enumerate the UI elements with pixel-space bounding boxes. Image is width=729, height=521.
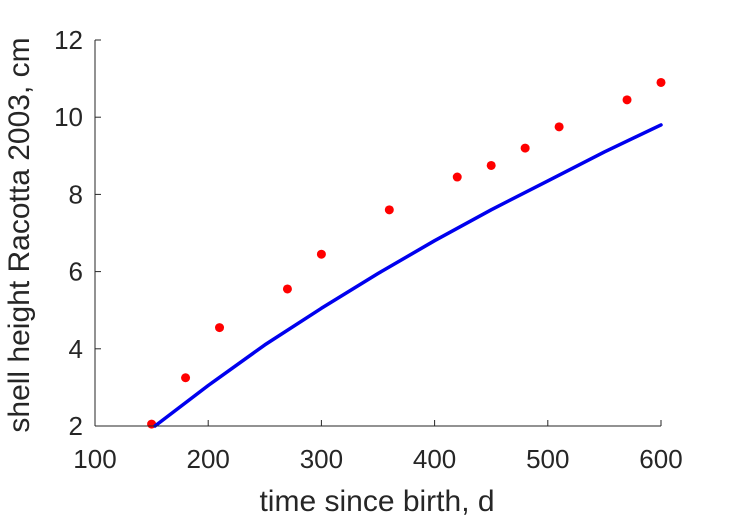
x-tick-label: 400 — [413, 444, 456, 474]
x-tick-label: 100 — [73, 444, 116, 474]
y-tick-label: 10 — [54, 102, 83, 132]
data-point — [282, 284, 292, 294]
data-point — [486, 160, 496, 170]
data-point — [656, 77, 666, 87]
y-tick-label: 8 — [69, 179, 83, 209]
x-tick-label: 600 — [639, 444, 682, 474]
data-point — [452, 172, 462, 182]
x-tick-label: 300 — [300, 444, 343, 474]
data-point — [316, 249, 326, 259]
x-axis-label: time since birth, d — [259, 485, 494, 518]
data-point — [622, 95, 632, 105]
x-tick-label: 200 — [187, 444, 230, 474]
axes — [94, 39, 662, 427]
data-point — [520, 143, 530, 153]
y-tick-label: 12 — [54, 25, 83, 55]
y-tick-label: 4 — [69, 334, 83, 364]
plot-marks — [147, 77, 666, 429]
data-point — [215, 323, 225, 333]
data-point — [384, 205, 394, 215]
y-tick-label: 2 — [69, 411, 83, 441]
model-fit-line — [153, 123, 663, 428]
x-tick-label: 500 — [526, 444, 569, 474]
y-axis-label: shell height Racotta 2003, cm — [3, 37, 36, 432]
y-tick-label: 6 — [69, 257, 83, 287]
data-point — [181, 373, 191, 383]
tick-labels: 100 200 300 400 500 600 2 4 6 8 10 12 — [54, 25, 683, 474]
data-point — [554, 122, 564, 132]
